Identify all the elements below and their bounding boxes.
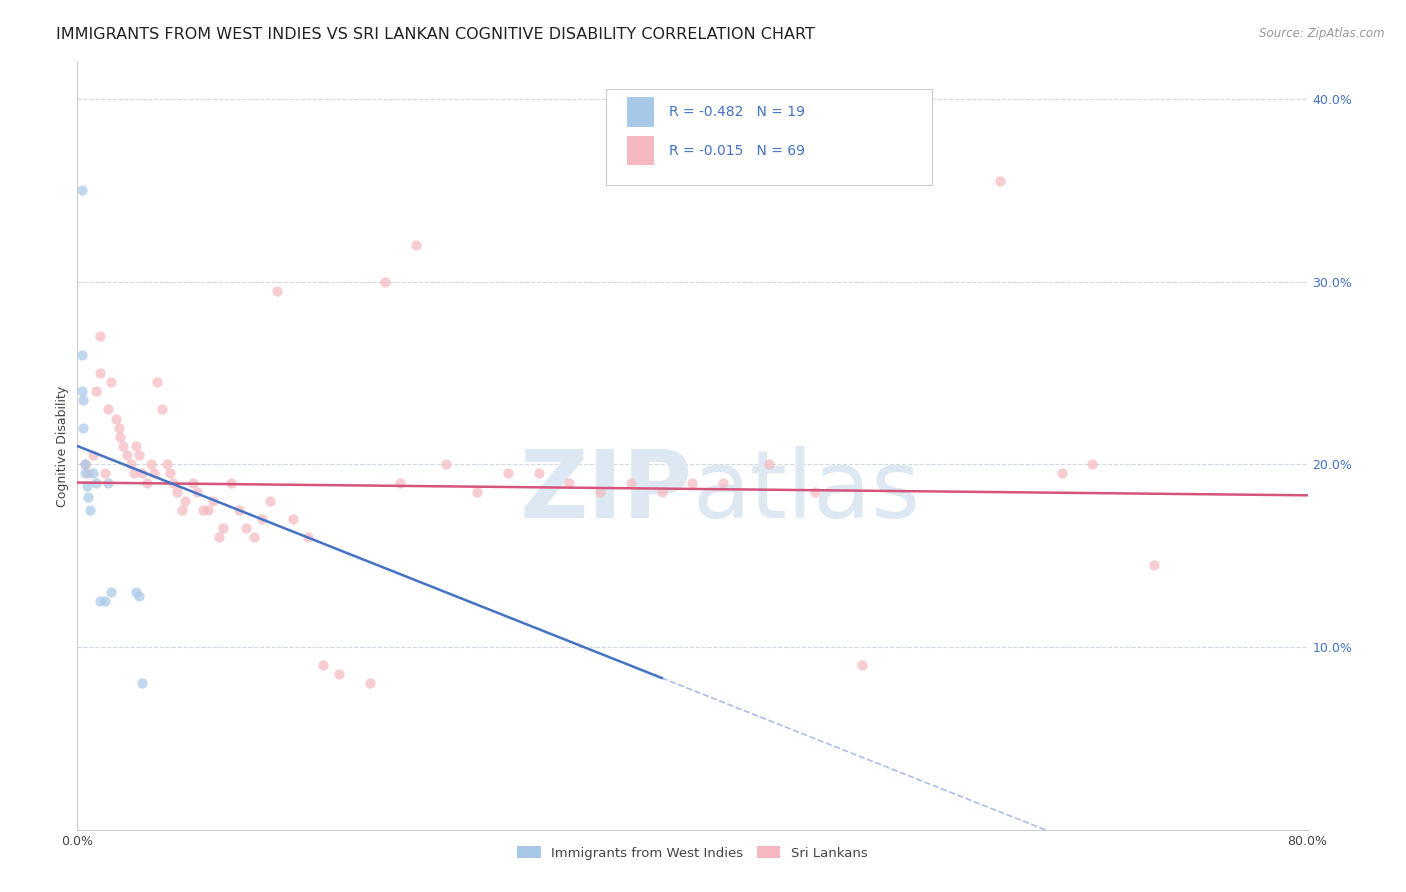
FancyBboxPatch shape — [606, 89, 932, 186]
Point — [228, 503, 250, 517]
Text: ZIP: ZIP — [520, 446, 693, 538]
Point — [128, 589, 150, 603]
Point — [131, 676, 153, 690]
Point — [84, 475, 107, 490]
Point — [1143, 558, 1166, 572]
Text: R = -0.015   N = 69: R = -0.015 N = 69 — [669, 144, 806, 158]
Point — [243, 530, 266, 544]
Point — [73, 467, 96, 481]
Point — [72, 393, 94, 408]
Point — [193, 503, 215, 517]
Point — [120, 457, 142, 471]
Point — [94, 594, 117, 608]
Point — [73, 457, 96, 471]
Point — [77, 490, 100, 504]
Point — [359, 676, 381, 690]
Point — [804, 484, 827, 499]
Point — [125, 585, 148, 599]
Point — [181, 475, 204, 490]
FancyBboxPatch shape — [627, 136, 654, 165]
Point — [89, 329, 111, 343]
Point — [143, 467, 166, 481]
Point — [131, 467, 153, 481]
Point — [496, 467, 519, 481]
Text: Source: ZipAtlas.com: Source: ZipAtlas.com — [1260, 27, 1385, 40]
Point — [281, 512, 304, 526]
Text: atlas: atlas — [693, 446, 921, 538]
Point — [125, 439, 148, 453]
Y-axis label: Cognitive Disability: Cognitive Disability — [56, 385, 69, 507]
Point — [312, 658, 335, 673]
Point — [250, 512, 273, 526]
Point — [711, 475, 734, 490]
Point — [82, 448, 104, 462]
Text: R = -0.482   N = 19: R = -0.482 N = 19 — [669, 105, 806, 119]
Point — [186, 484, 208, 499]
Point — [72, 421, 94, 435]
Point — [159, 467, 181, 481]
Point — [89, 366, 111, 380]
Point — [100, 585, 122, 599]
Point — [328, 667, 350, 681]
Text: IMMIGRANTS FROM WEST INDIES VS SRI LANKAN COGNITIVE DISABILITY CORRELATION CHART: IMMIGRANTS FROM WEST INDIES VS SRI LANKA… — [56, 27, 815, 42]
Point — [651, 484, 673, 499]
Point — [82, 467, 104, 481]
Point — [100, 375, 122, 389]
Point — [297, 530, 319, 544]
Point — [208, 530, 231, 544]
Point — [851, 658, 873, 673]
Point — [73, 457, 96, 471]
Point — [201, 493, 224, 508]
Point — [1050, 467, 1073, 481]
Point — [620, 475, 643, 490]
Point — [89, 594, 111, 608]
Point — [155, 457, 177, 471]
Point — [235, 521, 257, 535]
Point — [758, 457, 780, 471]
Point — [266, 284, 288, 298]
Point — [110, 430, 132, 444]
Point — [76, 479, 98, 493]
Point — [174, 493, 197, 508]
Point — [212, 521, 235, 535]
Point — [97, 402, 120, 417]
Point — [162, 475, 184, 490]
Point — [108, 421, 131, 435]
Point — [79, 503, 101, 517]
Point — [589, 484, 612, 499]
Point — [146, 375, 169, 389]
Point — [389, 475, 412, 490]
Point — [465, 484, 488, 499]
Point — [259, 493, 281, 508]
Point — [94, 467, 117, 481]
Point — [97, 475, 120, 490]
Point — [405, 238, 427, 252]
Point — [170, 503, 193, 517]
Point — [374, 275, 396, 289]
Legend: Immigrants from West Indies, Sri Lankans: Immigrants from West Indies, Sri Lankans — [512, 841, 873, 865]
Point — [150, 402, 173, 417]
Point — [1081, 457, 1104, 471]
Point — [70, 384, 93, 399]
Point — [112, 439, 135, 453]
Point — [988, 174, 1011, 188]
Point — [84, 384, 107, 399]
Point — [70, 348, 93, 362]
Point — [436, 457, 458, 471]
Point — [104, 411, 127, 425]
Point — [77, 467, 100, 481]
Point — [527, 467, 550, 481]
Point — [122, 467, 145, 481]
Point — [682, 475, 704, 490]
Point — [70, 183, 93, 197]
Point — [558, 475, 581, 490]
Point — [135, 475, 157, 490]
Point — [166, 484, 188, 499]
Point — [197, 503, 219, 517]
Point — [128, 448, 150, 462]
FancyBboxPatch shape — [627, 97, 654, 127]
Point — [141, 457, 163, 471]
Point — [115, 448, 138, 462]
Point — [219, 475, 242, 490]
